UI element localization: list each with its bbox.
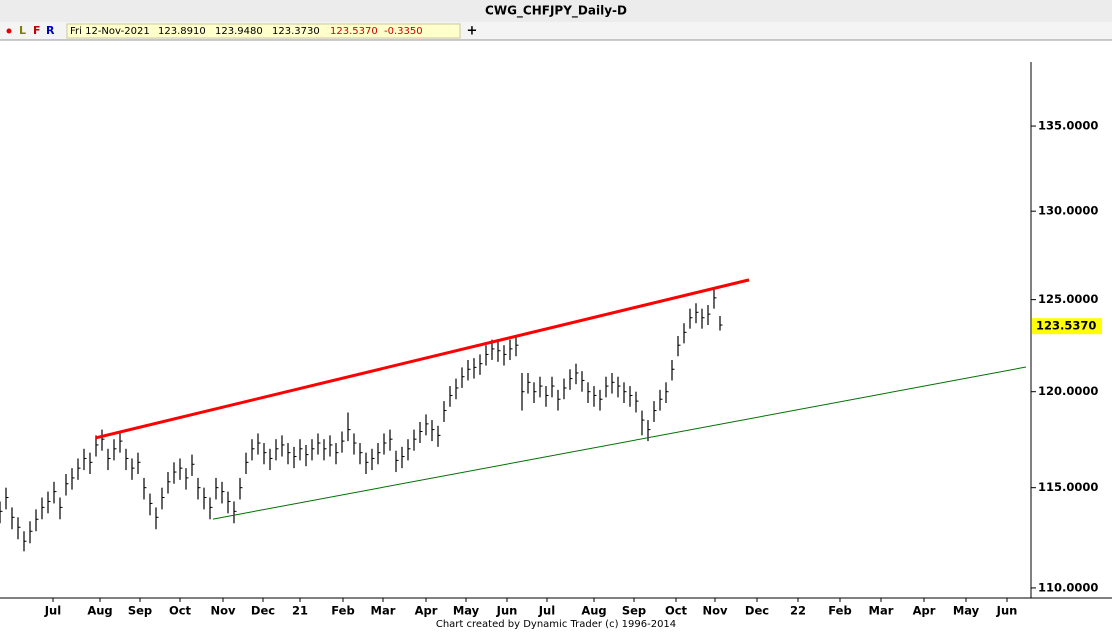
x-tick-label: Dec <box>251 604 275 618</box>
x-tick-label: Oct <box>169 604 192 618</box>
x-tick-label: Sep <box>622 604 646 618</box>
x-tick-label: 21 <box>292 604 308 618</box>
y-tick-label: 130.0000 <box>1038 204 1098 218</box>
trend-line <box>212 366 1027 520</box>
x-tick-label: Jul <box>538 604 555 618</box>
x-tick-label: Jul <box>44 604 61 618</box>
info-high: 123.9480 <box>215 26 263 37</box>
trend-line <box>95 278 750 440</box>
x-tick-label: Feb <box>331 604 354 618</box>
x-tick-label: Sep <box>128 604 152 618</box>
title-bar <box>0 0 1112 22</box>
last-price-label: 123.5370 <box>1036 319 1096 333</box>
info-close: 123.5370 <box>330 26 378 37</box>
x-tick-label: Apr <box>415 604 438 618</box>
y-tick-label: 110.0000 <box>1038 580 1098 594</box>
y-tick-label: 120.0000 <box>1038 384 1098 398</box>
x-tick-label: Aug <box>87 604 112 618</box>
y-tick-label: 115.0000 <box>1038 480 1098 494</box>
x-tick-label: Aug <box>581 604 606 618</box>
footer: Chart created by Dynamic Trader (c) 1996… <box>436 619 676 630</box>
x-tick-label: Apr <box>913 604 936 618</box>
y-tick-label: 125.0000 <box>1038 292 1098 306</box>
last-price-box <box>1032 318 1102 335</box>
x-tick-label: Dec <box>745 604 769 618</box>
add-button[interactable]: + <box>467 24 478 39</box>
x-tick-label: Nov <box>210 604 236 618</box>
x-tick-label: May <box>953 604 980 618</box>
info-low: 123.3730 <box>272 26 320 37</box>
x-tick-label: Nov <box>702 604 728 618</box>
info-box <box>66 23 461 39</box>
toolbar-f[interactable]: F <box>33 24 41 37</box>
x-tick-label: 22 <box>790 604 806 618</box>
chart-title: CWG_CHFJPY_Daily-D <box>485 4 627 19</box>
y-tick-label: 135.0000 <box>1038 119 1098 133</box>
x-tick-label: Jun <box>996 604 1018 618</box>
x-tick-label: Jun <box>496 604 518 618</box>
x-tick-label: Feb <box>828 604 851 618</box>
toolbar-l[interactable]: L <box>19 24 26 37</box>
info-change: -0.3350 <box>384 26 423 37</box>
toolbar-r[interactable]: R <box>46 24 55 37</box>
x-tick-label: Oct <box>665 604 688 618</box>
status-dot <box>6 28 12 34</box>
info-open: 123.8910 <box>158 26 206 37</box>
info-date: Fri 12-Nov-2021 <box>70 26 150 37</box>
x-tick-label: Mar <box>371 604 396 618</box>
x-tick-label: Mar <box>869 604 894 618</box>
x-tick-label: May <box>453 604 480 618</box>
